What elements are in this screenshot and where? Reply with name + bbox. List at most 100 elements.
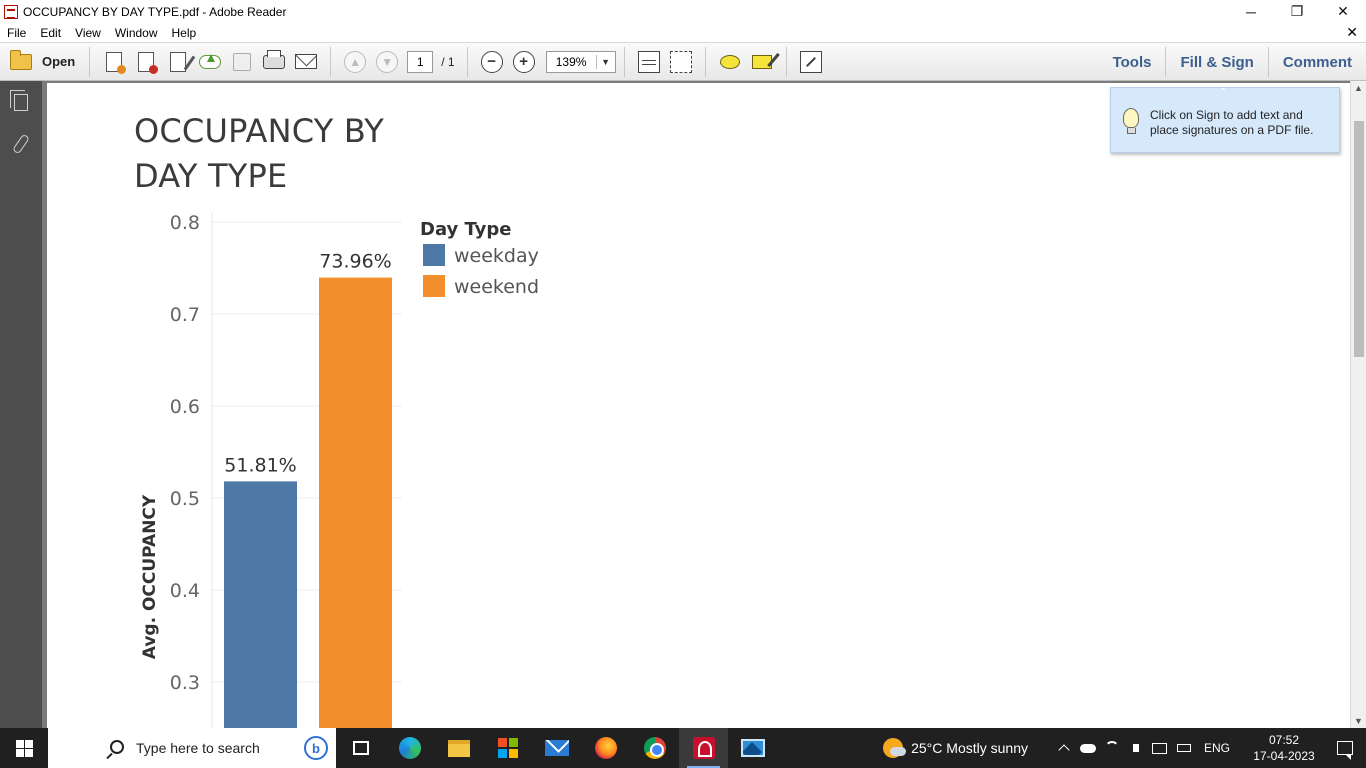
print-button[interactable] <box>261 49 287 75</box>
cloud-upload-icon <box>199 55 221 69</box>
clock-date: 17-04-2023 <box>1244 748 1324 764</box>
open-button[interactable]: Open <box>10 47 90 77</box>
zoom-in-button[interactable]: + <box>511 49 537 75</box>
clock-time: 07:52 <box>1244 732 1324 748</box>
save-button[interactable] <box>229 49 255 75</box>
start-button[interactable] <box>0 728 48 768</box>
show-hidden-icons-button[interactable] <box>1052 728 1076 768</box>
edit-pdf-button[interactable] <box>165 49 191 75</box>
highlight-button[interactable] <box>749 49 775 75</box>
taskbar: Type here to search b 25°C Mostly sunny <box>0 728 1366 768</box>
y-tick-label-2: 0.6 <box>170 396 200 418</box>
speaker-icon <box>1133 744 1139 752</box>
restore-button[interactable]: ❐ <box>1274 0 1320 23</box>
file-explorer-app[interactable] <box>434 728 483 768</box>
menu-file[interactable]: File <box>0 26 33 40</box>
upload-button[interactable] <box>197 49 223 75</box>
vertical-scrollbar[interactable]: ▲ ▼ <box>1350 81 1366 728</box>
close-window-button[interactable]: ✕ <box>1320 0 1366 23</box>
input-language[interactable]: ENG <box>1204 741 1230 755</box>
store-icon <box>498 738 518 758</box>
attachments-button[interactable] <box>0 123 42 165</box>
chevron-down-icon: ▼ <box>597 57 615 67</box>
comment-tools-group <box>706 47 787 77</box>
export-pdf-button[interactable] <box>133 49 159 75</box>
pages-icon <box>14 94 28 111</box>
acrobat-icon <box>693 737 715 759</box>
network-button[interactable] <box>1100 728 1124 768</box>
menu-view[interactable]: View <box>68 26 108 40</box>
sticky-note-button[interactable] <box>717 49 743 75</box>
paperclip-icon <box>12 134 30 155</box>
notifications-button[interactable] <box>1324 728 1366 768</box>
printer-icon <box>263 55 285 69</box>
fill-sign-tooltip: ⌃ Click on Sign to add text and place si… <box>1110 87 1340 153</box>
tools-button[interactable]: Tools <box>1099 47 1166 77</box>
task-view-button[interactable] <box>336 728 385 768</box>
bing-icon[interactable]: b <box>304 736 328 760</box>
edge-app[interactable] <box>385 728 434 768</box>
pdf-page: OCCUPANCY BY DAY TYPE 0.8 0.7 0.6 0.5 0.4 0.3… <box>47 83 1350 728</box>
photos-app[interactable] <box>728 728 777 768</box>
arrow-up-icon: ▲ <box>344 51 366 73</box>
legend-label-weekend: weekend <box>454 276 539 298</box>
chrome-app[interactable] <box>630 728 679 768</box>
scroll-thumb[interactable] <box>1354 121 1364 357</box>
store-app[interactable] <box>483 728 532 768</box>
mail-app[interactable] <box>532 728 581 768</box>
fit-width-button[interactable] <box>636 49 662 75</box>
menu-help[interactable]: Help <box>165 26 204 40</box>
page-thumbnails-button[interactable] <box>0 81 42 123</box>
acrobat-app-icon <box>4 5 18 19</box>
navigation-pane <box>0 81 42 728</box>
page-number-input[interactable]: 1 <box>407 51 433 73</box>
task-pane-buttons: Tools Fill & Sign Comment <box>1099 43 1366 81</box>
y-axis-label: Avg. OCCUPANCY <box>140 494 160 659</box>
volume-button[interactable] <box>1124 728 1148 768</box>
fit-page-icon <box>670 51 692 73</box>
chrome-icon <box>644 737 666 759</box>
file-explorer-icon <box>448 740 470 757</box>
edit-pdf-icon <box>170 52 186 72</box>
fit-page-button[interactable] <box>668 49 694 75</box>
full-screen-button[interactable] <box>798 49 824 75</box>
previous-page-button[interactable]: ▲ <box>342 49 368 75</box>
speech-bubble-icon <box>720 55 740 69</box>
bar-weekday <box>224 481 297 728</box>
comment-button[interactable]: Comment <box>1268 47 1366 77</box>
onedrive-icon <box>1080 744 1096 753</box>
menu-edit[interactable]: Edit <box>33 26 68 40</box>
y-tick-label-0: 0.8 <box>170 212 200 234</box>
zoom-out-button[interactable]: − <box>479 49 505 75</box>
minimize-button[interactable]: ─ <box>1228 0 1274 23</box>
close-document-button[interactable]: ✕ <box>1346 24 1358 41</box>
menu-window[interactable]: Window <box>108 26 165 40</box>
scroll-down-icon[interactable]: ▼ <box>1354 716 1363 726</box>
power-button[interactable] <box>1172 728 1196 768</box>
legend-swatch-weekend <box>423 275 445 297</box>
fill-sign-button[interactable]: Fill & Sign <box>1165 47 1267 77</box>
y-tick-label-4: 0.4 <box>170 580 200 602</box>
acrobat-app[interactable] <box>679 728 728 768</box>
scroll-up-icon[interactable]: ▲ <box>1354 83 1363 93</box>
display-button[interactable] <box>1148 728 1172 768</box>
menu-bar: File Edit View Window Help ✕ <box>0 23 1366 43</box>
partly-sunny-icon <box>883 738 903 758</box>
edge-icon <box>399 737 421 759</box>
create-pdf-button[interactable] <box>101 49 127 75</box>
tooltip-text: Click on Sign to add text and place sign… <box>1150 108 1330 138</box>
folder-icon <box>10 54 32 70</box>
firefox-app[interactable] <box>581 728 630 768</box>
taskbar-search[interactable]: Type here to search b <box>48 728 336 768</box>
task-view-icon <box>353 741 369 755</box>
zoom-group: − + 139% ▼ <box>468 47 625 77</box>
next-page-button[interactable]: ▼ <box>374 49 400 75</box>
onedrive-button[interactable] <box>1076 728 1100 768</box>
email-button[interactable] <box>293 49 319 75</box>
zoom-select[interactable]: 139% ▼ <box>546 51 616 73</box>
weather-widget[interactable]: 25°C Mostly sunny <box>883 738 1028 758</box>
clock[interactable]: 07:52 17-04-2023 <box>1244 732 1324 764</box>
power-plug-icon <box>1177 744 1191 752</box>
tooltip-caret-icon: ⌃ <box>1219 87 1227 98</box>
